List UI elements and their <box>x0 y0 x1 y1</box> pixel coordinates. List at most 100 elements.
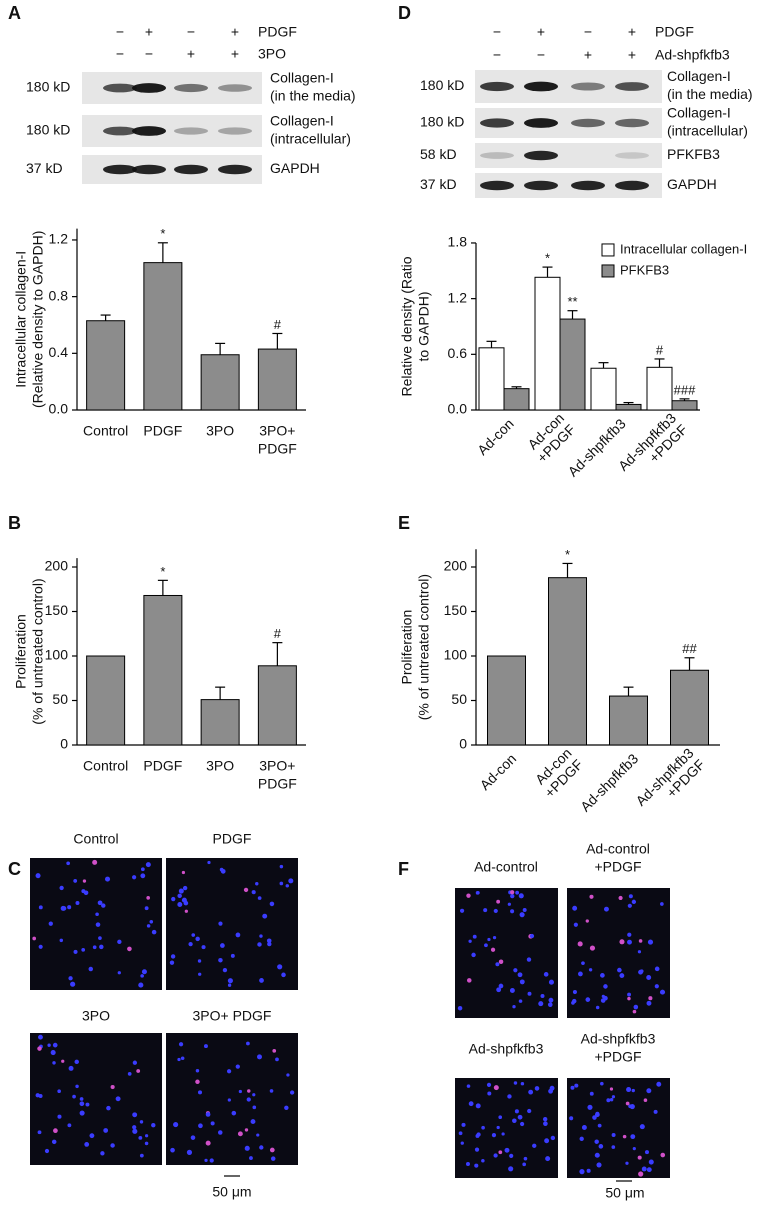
nucleus <box>459 908 465 913</box>
nucleus <box>633 1004 639 1010</box>
nucleus <box>51 1139 57 1145</box>
nucleus <box>117 971 121 975</box>
x-tick-label: PDGF <box>143 423 182 439</box>
y-tick-label: 1.8 <box>448 234 468 250</box>
nucleus <box>235 932 241 938</box>
nucleus <box>644 1150 649 1155</box>
nucleus <box>589 945 596 951</box>
nucleus <box>281 972 286 978</box>
x-tick-label: Ad-shpfkfb3 <box>565 415 629 479</box>
nucleus <box>178 1042 184 1047</box>
nucleus <box>244 1145 250 1151</box>
nucleus <box>67 1123 72 1128</box>
nucleus <box>579 1169 585 1175</box>
nucleus <box>169 960 175 965</box>
nucleus <box>103 1128 109 1133</box>
nucleus <box>548 979 554 985</box>
nucleus <box>543 1121 548 1127</box>
nucleus <box>600 973 605 978</box>
nucleus <box>509 988 515 993</box>
nucleus <box>259 1145 264 1150</box>
nucleus <box>631 899 637 905</box>
nucleus <box>106 1105 111 1111</box>
nucleus <box>627 932 632 937</box>
nucleus <box>589 894 594 899</box>
nucleus <box>127 946 132 952</box>
treatment-sign: + <box>628 47 636 63</box>
bar <box>670 669 709 746</box>
nucleus <box>279 881 284 886</box>
bar <box>548 577 587 746</box>
nucleus <box>257 942 262 947</box>
blot-band <box>615 152 649 159</box>
nucleus <box>218 921 223 926</box>
nucleus <box>226 1069 232 1074</box>
significance-marker: # <box>656 342 664 357</box>
nucleus <box>498 959 504 964</box>
nucleus <box>592 1115 597 1120</box>
nucleus <box>222 967 228 973</box>
nucleus <box>75 901 80 905</box>
nucleus <box>95 922 101 927</box>
nucleus <box>641 1166 647 1172</box>
nucleus <box>243 887 249 893</box>
nucleus <box>132 1112 138 1118</box>
treatment-name: PDGF <box>258 24 297 40</box>
nucleus <box>654 984 659 989</box>
nucleus <box>115 1096 121 1102</box>
nucleus <box>35 873 41 879</box>
x-tick-label: Control <box>83 423 128 439</box>
nucleus <box>513 968 518 973</box>
nucleus <box>52 1061 56 1065</box>
y-tick-label: 0.0 <box>448 401 468 417</box>
nucleus <box>609 1097 614 1102</box>
nucleus <box>144 906 149 911</box>
nucleus <box>660 1152 666 1158</box>
nucleus <box>177 1057 181 1062</box>
micrograph-label: PDGF <box>213 831 252 847</box>
molecular-weight: 37 kD <box>420 176 457 192</box>
nucleus <box>277 964 283 970</box>
nucleus <box>50 1049 56 1056</box>
nucleus <box>622 1134 627 1139</box>
blot-band <box>524 180 558 191</box>
y-tick-label: 0 <box>60 736 68 752</box>
nucleus <box>517 1114 523 1120</box>
nucleus <box>498 983 504 989</box>
nucleus <box>474 1147 480 1152</box>
nucleus <box>483 908 488 913</box>
nucleus <box>136 1069 141 1073</box>
nucleus <box>266 938 272 944</box>
nucleus <box>611 1095 616 1099</box>
nucleus <box>523 1156 528 1161</box>
micrograph-label: Ad-control <box>586 841 650 857</box>
nucleus <box>246 1097 251 1102</box>
nucleus <box>520 1121 525 1127</box>
molecular-weight: 58 kD <box>420 146 457 162</box>
nucleus <box>570 1085 575 1090</box>
blot-strip <box>475 143 662 168</box>
nucleus <box>587 1104 593 1110</box>
nucleus <box>474 1163 479 1168</box>
nucleus <box>47 1043 51 1047</box>
nucleus <box>205 1112 211 1117</box>
nucleus <box>110 1084 115 1090</box>
y-tick-label: 0.6 <box>448 345 468 361</box>
nucleus <box>37 1046 42 1051</box>
nucleus <box>66 861 71 866</box>
treatment-sign: + <box>231 24 239 40</box>
nucleus <box>596 1162 602 1168</box>
y-tick-label: 0 <box>459 736 467 752</box>
nucleus <box>638 1171 644 1177</box>
treatment-sign: + <box>537 24 545 40</box>
micrograph-label: 3PO+ PDGF <box>193 1008 272 1024</box>
blot-band <box>571 82 605 91</box>
blot-band <box>218 84 252 92</box>
micrograph-label: Ad-control <box>474 859 538 875</box>
nucleus <box>572 998 577 1004</box>
scale-bar-label: 50 μm <box>212 1184 251 1200</box>
panel-label: D <box>398 3 411 23</box>
nucleus <box>57 1089 61 1094</box>
blot-band <box>480 81 514 92</box>
nucleus <box>44 1148 50 1154</box>
